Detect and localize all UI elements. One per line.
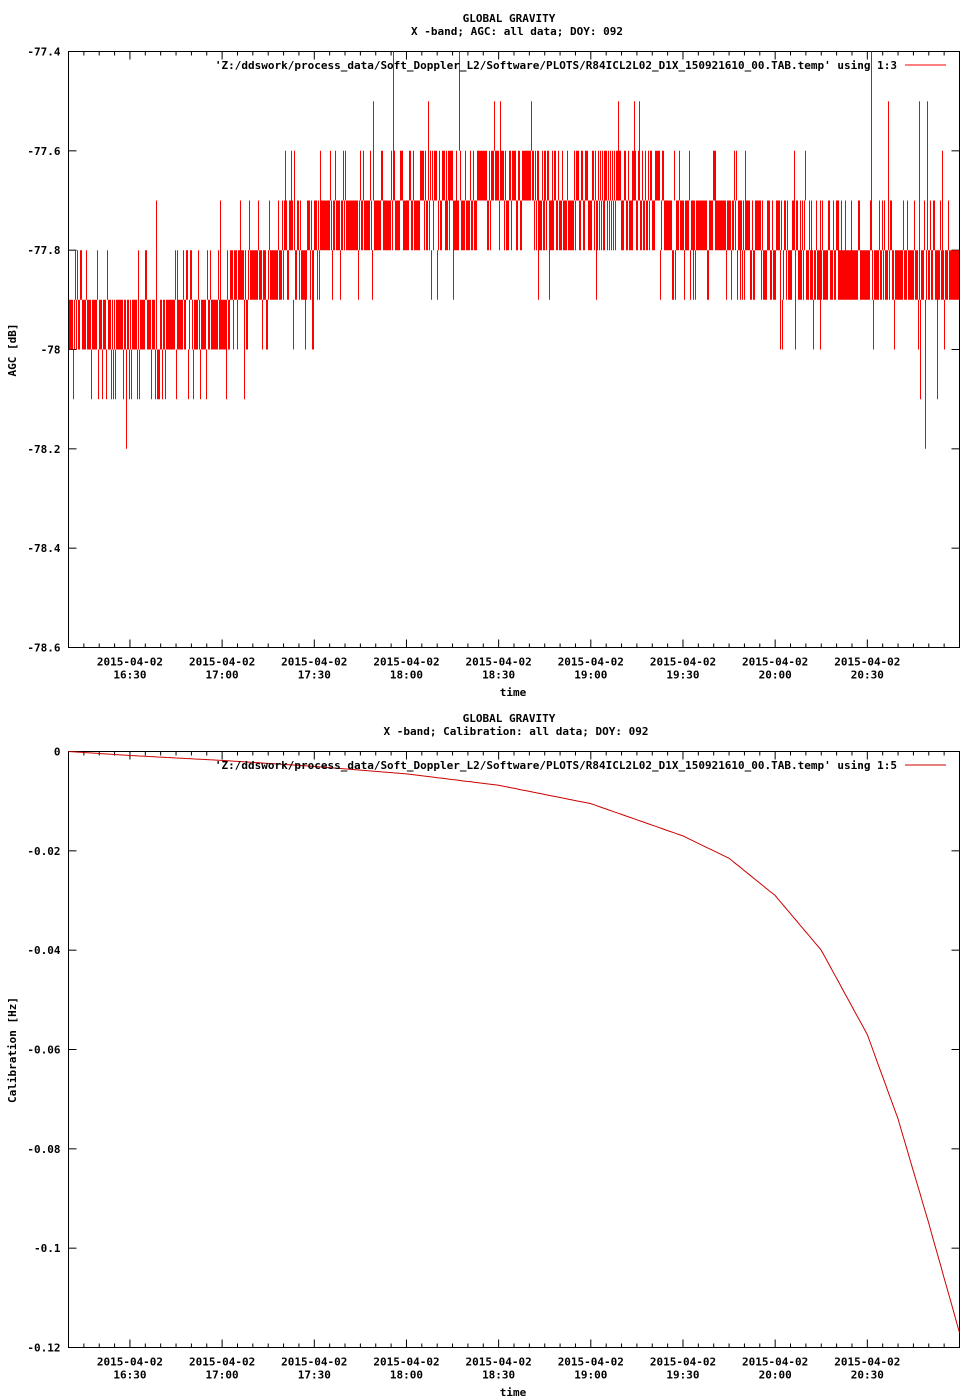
x-tick-date-label: 2015-04-02 xyxy=(558,656,624,669)
x-tick-time-label: 20:30 xyxy=(851,669,884,682)
x-tick-date-label: 2015-04-02 xyxy=(742,1356,808,1369)
y-axis: -77.4 -77.6 -77.8 -78 -78.2 -78.4 -78.6 xyxy=(27,46,960,655)
y-tick-label: -0.04 xyxy=(27,944,60,957)
y-axis-label: AGC [dB] xyxy=(6,324,19,377)
y-tick-label: -78 xyxy=(41,344,61,357)
x-tick-time-label: 18:30 xyxy=(482,1369,515,1382)
x-tick-time-label: 16:30 xyxy=(113,1369,146,1382)
y-tick-label: -0.08 xyxy=(27,1143,60,1156)
y-tick-label: -0.02 xyxy=(27,845,60,858)
y-tick-label: -77.8 xyxy=(27,244,60,257)
x-tick-time-label: 17:30 xyxy=(298,669,331,682)
y-tick-label: -0.06 xyxy=(27,1044,60,1057)
x-axis: 2015-04-0216:302015-04-0217:002015-04-02… xyxy=(68,51,960,682)
legend-label: 'Z:/ddswork/process_data/Soft_Doppler_L2… xyxy=(215,59,897,72)
agc-chart: GLOBAL GRAVITY X -band; AGC: all data; D… xyxy=(6,12,960,699)
y-tick-label: -77.6 xyxy=(27,145,60,158)
x-tick-date-label: 2015-04-02 xyxy=(373,656,439,669)
x-tick-date-label: 2015-04-02 xyxy=(281,1356,347,1369)
x-tick-time-label: 18:00 xyxy=(390,669,423,682)
x-tick-time-label: 17:00 xyxy=(206,1369,239,1382)
x-tick-time-label: 20:00 xyxy=(759,1369,792,1382)
x-tick-time-label: 17:00 xyxy=(206,669,239,682)
calibration-line xyxy=(68,751,960,1333)
x-tick-date-label: 2015-04-02 xyxy=(834,1356,900,1369)
x-tick-time-label: 19:30 xyxy=(666,1369,699,1382)
x-tick-date-label: 2015-04-02 xyxy=(466,656,532,669)
y-tick-label: -78.6 xyxy=(27,642,60,655)
x-tick-date-label: 2015-04-02 xyxy=(189,1356,255,1369)
x-axis-label: time xyxy=(500,686,527,699)
legend-label: 'Z:/ddswork/process_data/Soft_Doppler_L2… xyxy=(215,759,897,772)
plot-frame xyxy=(68,751,960,1348)
calibration-chart: GLOBAL GRAVITY X -band; Calibration: all… xyxy=(6,712,960,1399)
x-tick-time-label: 20:30 xyxy=(851,1369,884,1382)
x-tick-time-label: 19:00 xyxy=(574,1369,607,1382)
chart-title: GLOBAL GRAVITY xyxy=(463,712,556,725)
x-tick-date-label: 2015-04-02 xyxy=(742,656,808,669)
x-axis: 2015-04-0216:302015-04-0217:002015-04-02… xyxy=(68,751,960,1382)
y-tick-label: -78.4 xyxy=(27,542,60,555)
y-tick-label: 0 xyxy=(54,746,61,759)
x-tick-time-label: 17:30 xyxy=(298,1369,331,1382)
y-axis: 0 -0.02 -0.04 -0.06 -0.08 -0.1 -0.12 xyxy=(27,746,960,1355)
y-axis-label: Calibration [Hz] xyxy=(6,997,19,1103)
x-axis-label: time xyxy=(500,1386,527,1399)
x-tick-date-label: 2015-04-02 xyxy=(558,1356,624,1369)
y-tick-label: -0.1 xyxy=(34,1242,61,1255)
chart-title: GLOBAL GRAVITY xyxy=(463,12,556,25)
x-tick-time-label: 19:00 xyxy=(574,669,607,682)
calibration-series xyxy=(68,751,960,1333)
x-tick-time-label: 18:30 xyxy=(482,669,515,682)
y-tick-label: -0.12 xyxy=(27,1342,60,1355)
y-tick-label: -77.4 xyxy=(27,46,60,59)
agc-series xyxy=(69,51,959,449)
x-tick-date-label: 2015-04-02 xyxy=(834,656,900,669)
x-tick-date-label: 2015-04-02 xyxy=(650,1356,716,1369)
x-tick-date-label: 2015-04-02 xyxy=(650,656,716,669)
x-tick-time-label: 18:00 xyxy=(390,1369,423,1382)
x-tick-date-label: 2015-04-02 xyxy=(373,1356,439,1369)
x-tick-date-label: 2015-04-02 xyxy=(189,656,255,669)
chart-subtitle: X -band; Calibration: all data; DOY: 092 xyxy=(384,725,649,738)
agc-line xyxy=(69,51,959,449)
x-tick-date-label: 2015-04-02 xyxy=(97,1356,163,1369)
x-tick-date-label: 2015-04-02 xyxy=(466,1356,532,1369)
chart-subtitle: X -band; AGC: all data; DOY: 092 xyxy=(411,25,623,38)
x-tick-date-label: 2015-04-02 xyxy=(281,656,347,669)
y-tick-label: -78.2 xyxy=(27,443,60,456)
x-tick-time-label: 16:30 xyxy=(113,669,146,682)
x-tick-date-label: 2015-04-02 xyxy=(97,656,163,669)
x-tick-time-label: 20:00 xyxy=(759,669,792,682)
x-tick-time-label: 19:30 xyxy=(666,669,699,682)
